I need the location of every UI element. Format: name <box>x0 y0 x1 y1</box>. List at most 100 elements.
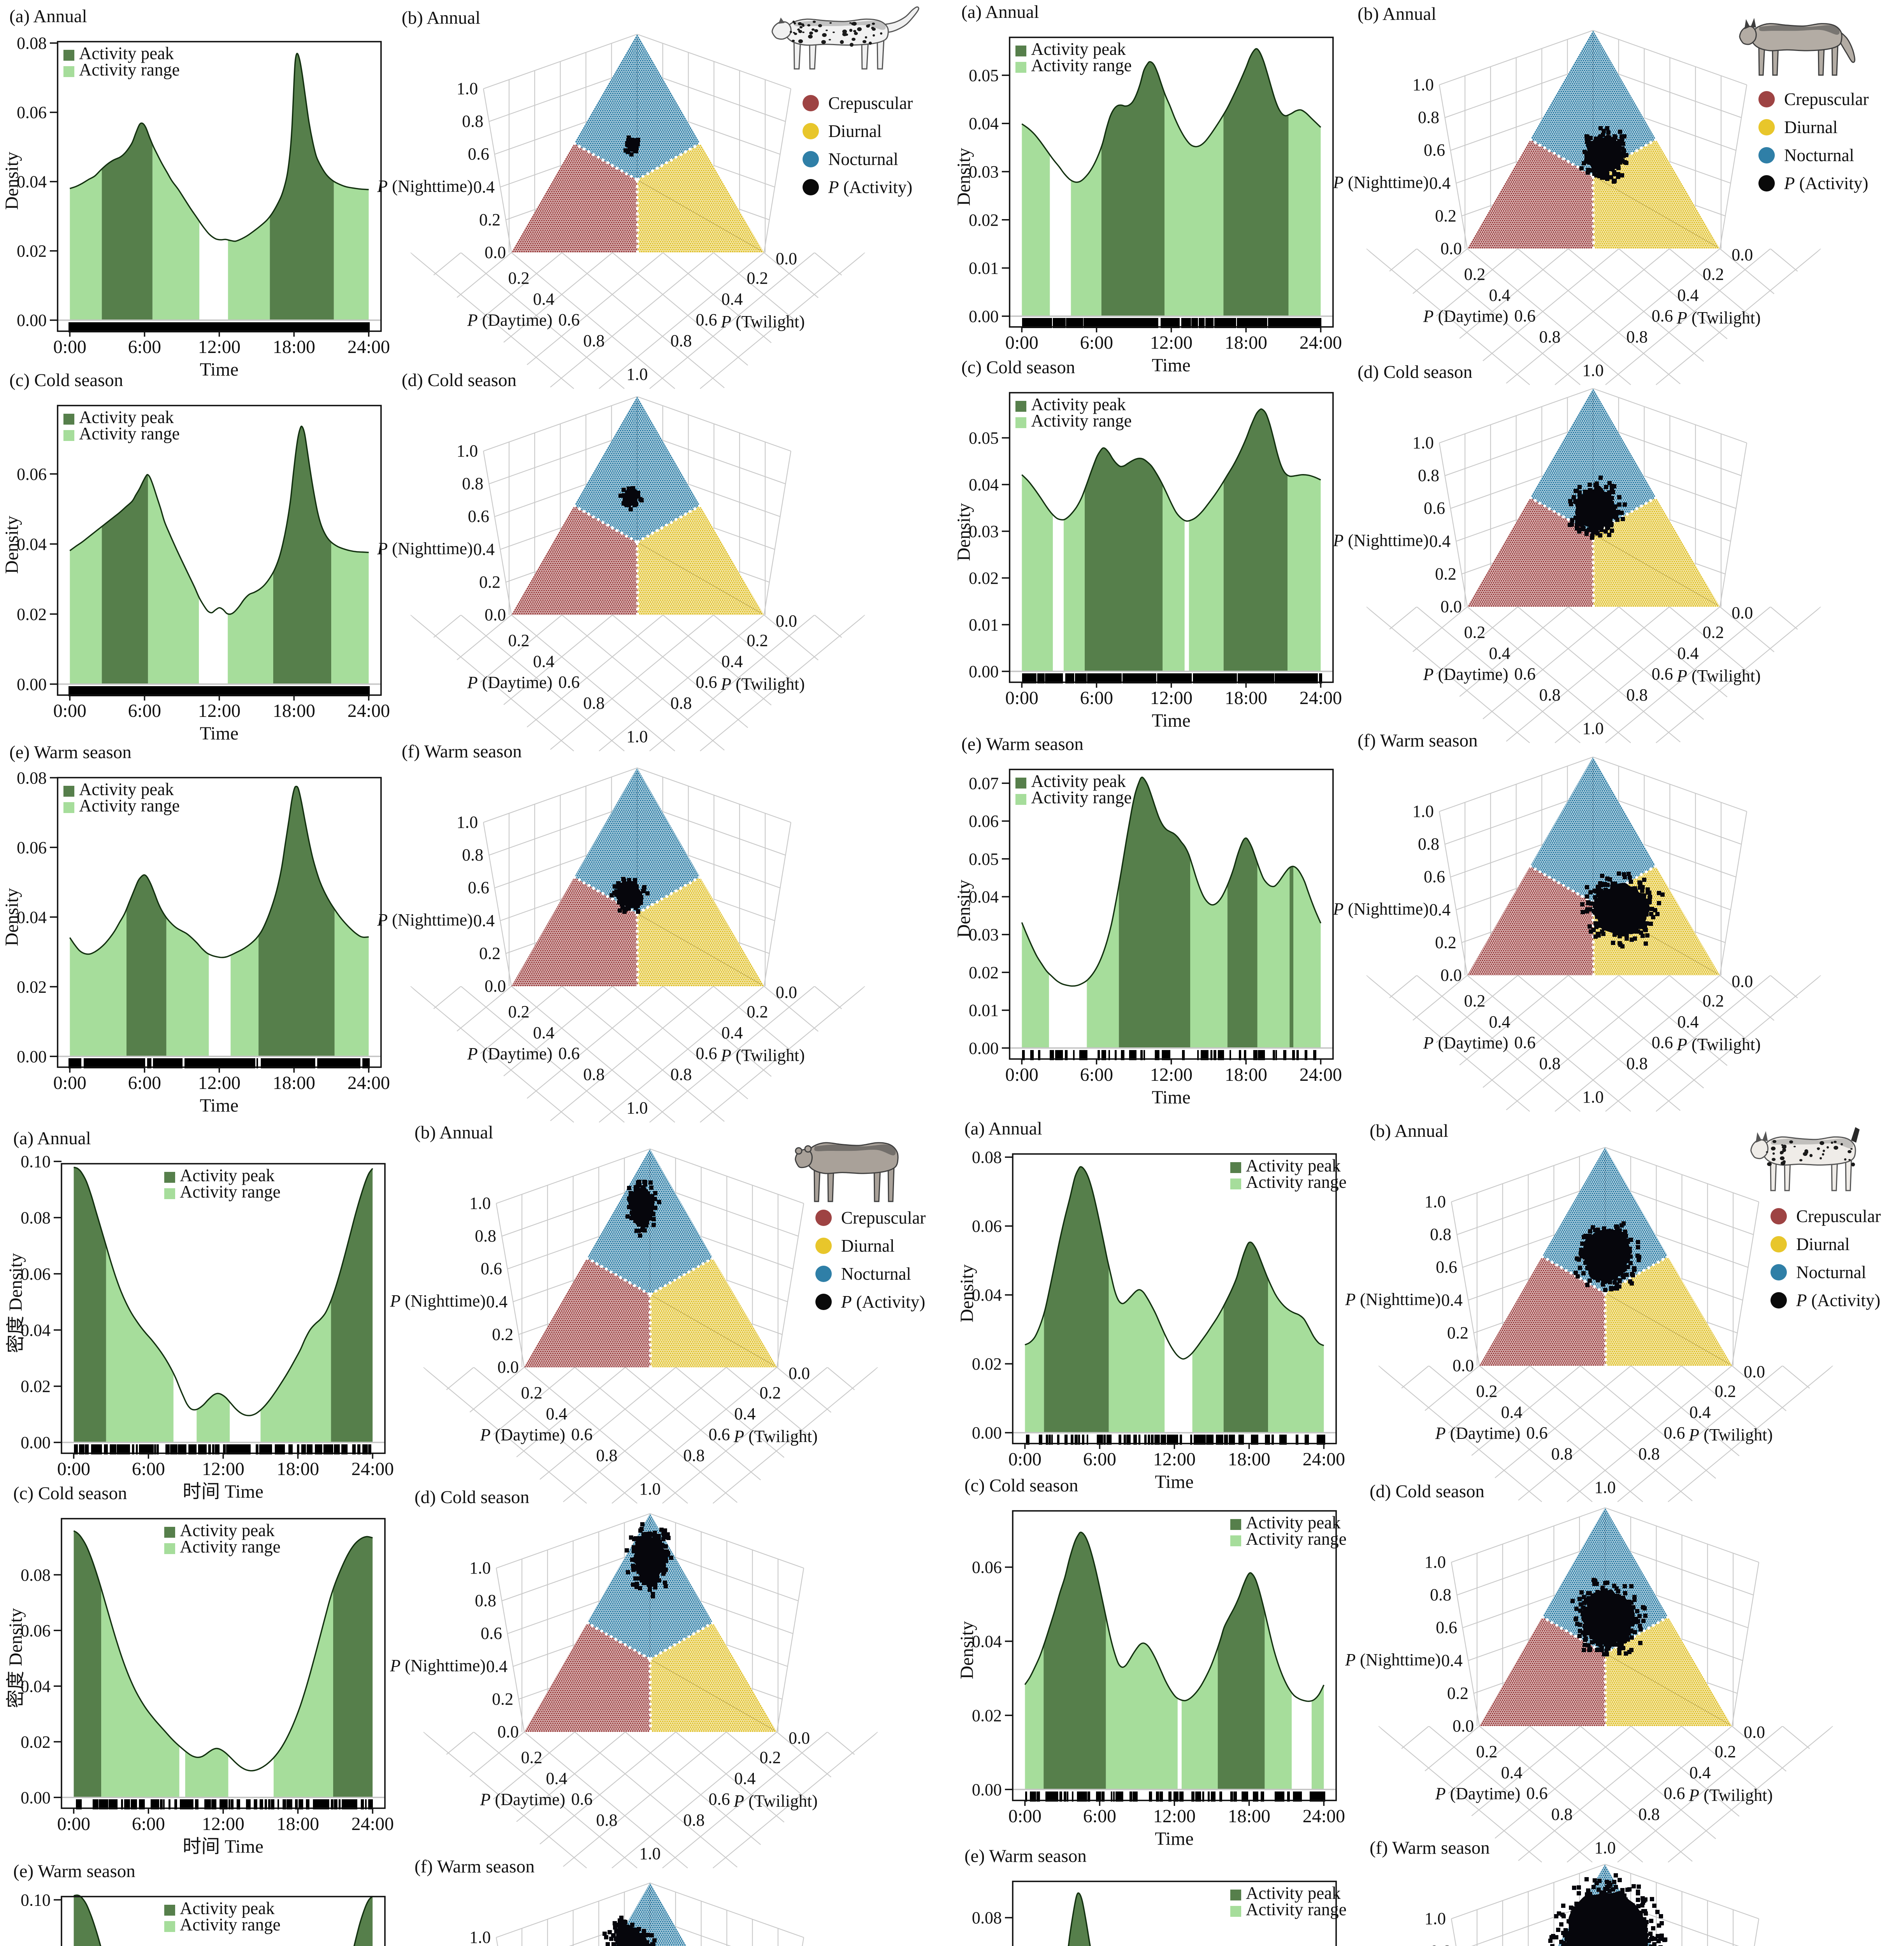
svg-text:0.2: 0.2 <box>1476 1382 1498 1401</box>
svg-text:0.0: 0.0 <box>497 1722 519 1741</box>
svg-text:Crepuscular: Crepuscular <box>828 93 913 113</box>
svg-text:18:00: 18:00 <box>273 1073 315 1093</box>
svg-text:P (Daytime): P (Daytime) <box>467 1044 553 1063</box>
svg-text:Diurnal: Diurnal <box>841 1236 894 1256</box>
svg-text:0.02: 0.02 <box>969 963 999 982</box>
svg-text:Density: Density <box>2 152 22 210</box>
svg-text:Density: Density <box>2 888 22 946</box>
svg-text:6:00: 6:00 <box>128 337 161 357</box>
svg-text:P (Activity): P (Activity) <box>1784 174 1868 193</box>
svg-text:6:00: 6:00 <box>1080 688 1113 708</box>
svg-text:0.0: 0.0 <box>1732 245 1753 264</box>
svg-text:0.0: 0.0 <box>789 1728 810 1748</box>
svg-text:0.6: 0.6 <box>1526 1423 1548 1442</box>
svg-text:(d) Cold season: (d) Cold season <box>1358 362 1472 382</box>
svg-text:0.8: 0.8 <box>1626 327 1648 346</box>
svg-text:0.8: 0.8 <box>671 1065 692 1084</box>
svg-text:Activity peak: Activity peak <box>1031 395 1126 414</box>
svg-text:0.4: 0.4 <box>1677 1012 1699 1031</box>
svg-text:1.0: 1.0 <box>1412 75 1434 94</box>
svg-text:P (Daytime): P (Daytime) <box>1423 1033 1509 1052</box>
svg-text:0.8: 0.8 <box>583 694 605 713</box>
svg-text:24:00: 24:00 <box>351 1459 394 1479</box>
svg-text:0.2: 0.2 <box>508 1002 530 1021</box>
svg-text:(f) Warm season: (f) Warm season <box>1370 1838 1490 1858</box>
svg-text:Activity range: Activity range <box>1031 56 1132 75</box>
svg-text:6:00: 6:00 <box>1080 1064 1113 1085</box>
svg-text:0:00: 0:00 <box>53 1073 86 1093</box>
svg-text:0.8: 0.8 <box>1626 685 1648 704</box>
svg-text:(d) Cold season: (d) Cold season <box>1370 1481 1484 1502</box>
svg-text:0.8: 0.8 <box>1430 1585 1451 1604</box>
svg-text:0.8: 0.8 <box>1418 108 1439 127</box>
svg-text:1.0: 1.0 <box>1412 802 1434 821</box>
svg-text:P (Activity): P (Activity) <box>841 1292 925 1312</box>
svg-text:Activity peak: Activity peak <box>180 1521 275 1540</box>
svg-text:Activity range: Activity range <box>1246 1529 1347 1549</box>
svg-text:1.0: 1.0 <box>627 1098 648 1117</box>
svg-text:0.0: 0.0 <box>1453 1716 1474 1735</box>
svg-text:0.8: 0.8 <box>671 331 692 350</box>
svg-text:0.0: 0.0 <box>1440 239 1462 258</box>
svg-text:0.2: 0.2 <box>1447 1323 1468 1342</box>
svg-text:P (Daytime): P (Daytime) <box>467 673 553 692</box>
svg-text:Nocturnal: Nocturnal <box>1796 1263 1866 1282</box>
svg-text:0:00: 0:00 <box>57 1814 90 1834</box>
svg-text:0.00: 0.00 <box>972 1780 1002 1799</box>
svg-text:Time: Time <box>1152 710 1191 731</box>
svg-text:0.2: 0.2 <box>1464 991 1486 1010</box>
svg-text:24:00: 24:00 <box>1303 1806 1345 1827</box>
svg-text:(d) Cold season: (d) Cold season <box>415 1487 529 1507</box>
svg-text:0.2: 0.2 <box>1447 1684 1468 1703</box>
svg-text:0.4: 0.4 <box>1690 1403 1711 1422</box>
svg-text:Density: Density <box>954 503 974 561</box>
svg-text:0.8: 0.8 <box>462 474 483 493</box>
svg-text:24:00: 24:00 <box>351 1814 394 1834</box>
svg-text:0:00: 0:00 <box>57 1459 90 1479</box>
svg-text:(f) Warm season: (f) Warm season <box>402 741 522 762</box>
svg-text:0.4: 0.4 <box>722 1023 743 1042</box>
svg-text:Activity peak: Activity peak <box>1031 39 1126 59</box>
svg-text:0.6: 0.6 <box>1652 664 1673 683</box>
svg-text:Density: Density <box>957 1264 977 1322</box>
svg-text:0.2: 0.2 <box>479 573 501 592</box>
svg-text:0.08: 0.08 <box>21 1565 51 1584</box>
svg-text:0.8: 0.8 <box>683 1811 705 1830</box>
svg-text:0.6: 0.6 <box>1424 499 1445 518</box>
svg-text:0.00: 0.00 <box>969 307 999 326</box>
svg-text:P (Nighttime): P (Nighttime) <box>1333 531 1429 550</box>
svg-text:0.0: 0.0 <box>485 243 506 262</box>
svg-text:0.2: 0.2 <box>747 269 768 288</box>
svg-text:P (Nighttime): P (Nighttime) <box>1345 1650 1441 1669</box>
svg-text:1.0: 1.0 <box>1412 433 1434 452</box>
svg-text:0.2: 0.2 <box>747 631 768 650</box>
svg-text:0.6: 0.6 <box>468 878 489 897</box>
svg-text:6:00: 6:00 <box>128 1073 161 1093</box>
svg-text:0.0: 0.0 <box>485 977 506 996</box>
svg-text:18:00: 18:00 <box>273 337 315 357</box>
svg-text:1.0: 1.0 <box>639 1844 661 1863</box>
svg-text:(b) Annual: (b) Annual <box>1358 4 1436 24</box>
svg-text:0.03: 0.03 <box>969 522 999 541</box>
svg-text:(a) Annual: (a) Annual <box>961 2 1039 22</box>
svg-text:1.0: 1.0 <box>1424 1192 1446 1211</box>
svg-text:(b) Annual: (b) Annual <box>1370 1121 1448 1141</box>
svg-text:P (Nighttime): P (Nighttime) <box>1345 1290 1441 1309</box>
svg-text:1.0: 1.0 <box>639 1479 661 1498</box>
svg-text:0.08: 0.08 <box>17 34 47 53</box>
svg-text:12:00: 12:00 <box>198 1073 241 1093</box>
svg-text:0.06: 0.06 <box>969 812 999 831</box>
svg-text:0.0: 0.0 <box>1744 1362 1765 1381</box>
svg-text:0.4: 0.4 <box>486 1292 508 1311</box>
svg-text:Activity peak: Activity peak <box>79 780 174 799</box>
svg-text:P (Twilight): P (Twilight) <box>1688 1786 1773 1805</box>
svg-text:6:00: 6:00 <box>132 1814 165 1834</box>
svg-text:0.2: 0.2 <box>521 1383 543 1402</box>
svg-text:Density: Density <box>954 880 974 938</box>
svg-text:0.0: 0.0 <box>1440 597 1462 616</box>
svg-text:0.05: 0.05 <box>969 66 999 85</box>
svg-text:0.04: 0.04 <box>21 1321 51 1340</box>
svg-text:时间 Time: 时间 Time <box>183 1836 263 1857</box>
svg-text:0.6: 0.6 <box>468 144 489 163</box>
svg-text:0.00: 0.00 <box>969 1039 999 1058</box>
